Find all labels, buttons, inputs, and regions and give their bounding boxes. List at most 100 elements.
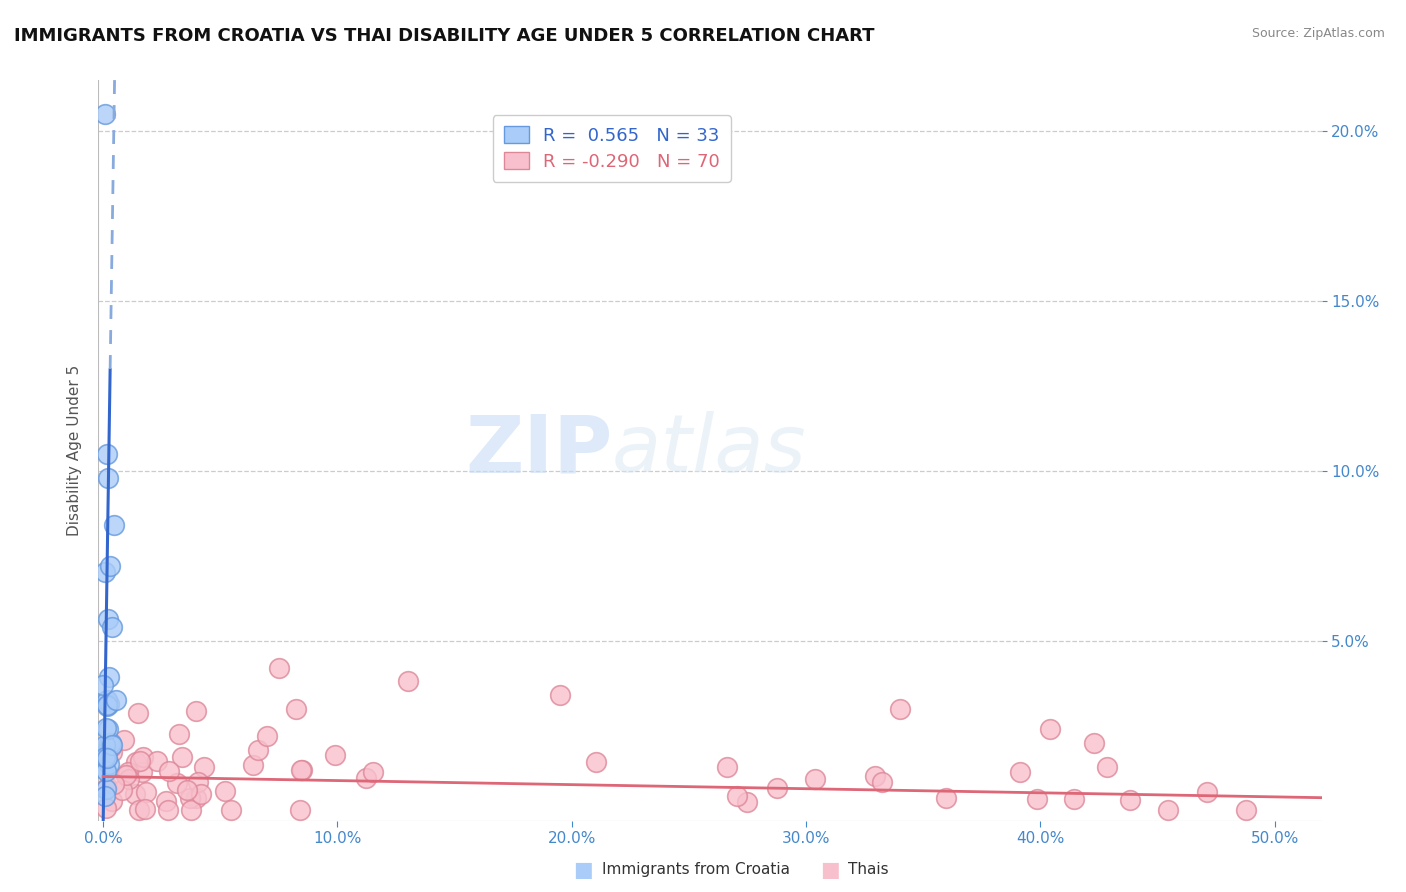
Text: Thais: Thais (848, 863, 889, 877)
Point (179, 791, 201, 805)
Point (94, 738, 117, 752)
Point (98, 756, 121, 771)
Point (1195, 785, 1218, 799)
Point (97, 612, 120, 626)
Point (131, 750, 153, 764)
Point (135, 785, 157, 799)
Point (870, 775, 893, 789)
Point (91, 678, 114, 692)
Point (176, 782, 198, 797)
Point (1083, 736, 1105, 750)
Point (214, 784, 236, 798)
Point (112, 733, 135, 747)
Point (1119, 793, 1142, 807)
Point (145, 755, 167, 769)
Point (134, 802, 156, 816)
Point (91, 760, 114, 774)
Point (127, 706, 149, 720)
Point (103, 518, 125, 533)
Point (94, 107, 117, 121)
Point (1234, 804, 1257, 818)
Point (93, 749, 115, 764)
Point (291, 764, 314, 778)
Point (865, 769, 887, 783)
Point (1063, 791, 1085, 805)
Point (765, 780, 787, 795)
Point (290, 804, 312, 818)
Point (93, 762, 115, 776)
Point (117, 765, 139, 780)
Point (290, 763, 312, 777)
Point (354, 772, 377, 786)
Point (124, 788, 146, 802)
Point (96, 781, 118, 796)
Point (96, 744, 118, 758)
Point (105, 693, 128, 707)
Point (125, 755, 148, 769)
Point (716, 760, 738, 774)
Point (128, 754, 150, 768)
Point (1025, 791, 1047, 805)
Point (96, 764, 118, 778)
Point (96, 780, 118, 794)
Point (115, 768, 138, 782)
Text: ■: ■ (574, 860, 593, 880)
Point (96, 692, 118, 706)
Text: ■: ■ (820, 860, 839, 880)
Point (96, 750, 118, 764)
Text: ZIP: ZIP (465, 411, 612, 490)
Point (100, 738, 122, 752)
Point (186, 704, 208, 718)
Point (97, 737, 120, 751)
Point (96, 721, 118, 735)
Point (1157, 804, 1180, 818)
Point (285, 702, 308, 716)
Point (396, 674, 419, 689)
Point (186, 791, 208, 805)
Point (94, 747, 117, 762)
Point (155, 794, 177, 808)
Point (1039, 722, 1062, 736)
Point (98, 697, 121, 711)
Point (100, 736, 122, 750)
Point (256, 729, 278, 743)
Point (804, 772, 827, 786)
Point (247, 743, 270, 757)
Point (100, 620, 122, 634)
Y-axis label: Disability Age Under 5: Disability Age Under 5 (67, 365, 83, 536)
Point (96, 698, 118, 713)
Point (889, 701, 911, 715)
Point (166, 776, 188, 790)
Point (96, 698, 118, 712)
Point (128, 804, 150, 818)
Point (118, 772, 141, 786)
Text: atlas: atlas (612, 411, 807, 490)
Point (267, 661, 290, 675)
Point (96, 694, 118, 708)
Point (735, 795, 758, 809)
Point (548, 688, 571, 702)
Point (157, 804, 180, 818)
Point (96, 447, 118, 461)
Point (219, 804, 242, 818)
Point (100, 739, 122, 754)
Point (111, 782, 134, 797)
Text: IMMIGRANTS FROM CROATIA VS THAI DISABILITY AGE UNDER 5 CORRELATION CHART: IMMIGRANTS FROM CROATIA VS THAI DISABILI… (14, 27, 875, 45)
Point (98, 559, 121, 574)
Text: Source: ZipAtlas.com: Source: ZipAtlas.com (1251, 27, 1385, 40)
Point (98, 670, 121, 684)
Point (361, 764, 384, 779)
Point (180, 804, 202, 818)
Legend: R =  0.565   N = 33, R = -0.290   N = 70: R = 0.565 N = 33, R = -0.290 N = 70 (492, 115, 731, 182)
Point (101, 745, 124, 759)
Point (94, 789, 117, 803)
Point (323, 748, 346, 763)
Point (935, 790, 957, 805)
Point (585, 755, 607, 769)
Point (186, 774, 208, 789)
Point (727, 789, 749, 803)
Point (190, 787, 212, 801)
Point (94, 801, 117, 815)
Point (100, 794, 122, 808)
Point (131, 765, 153, 780)
